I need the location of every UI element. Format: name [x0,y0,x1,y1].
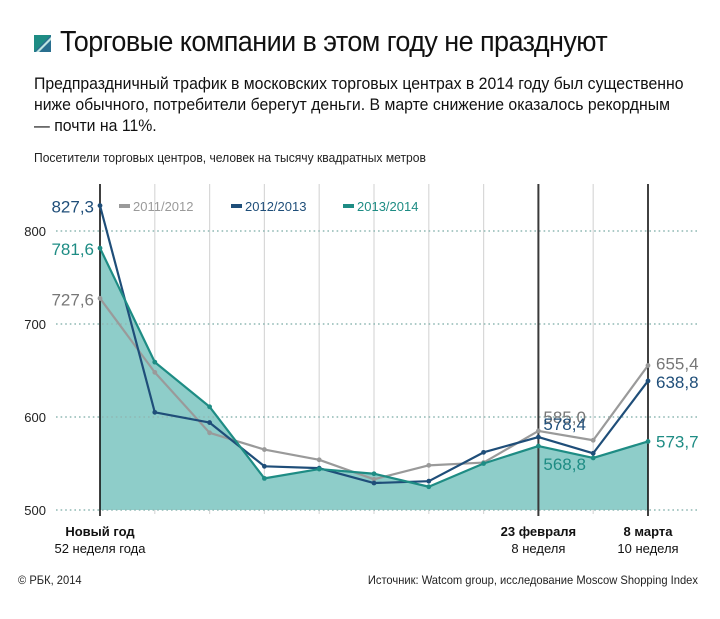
data-point [316,466,322,472]
data-point [645,363,651,368]
data-label: 827,3 [51,198,94,217]
data-label: 655,4 [656,354,699,373]
data-label: 568,8 [543,455,586,474]
data-point [97,245,103,251]
data-point [316,457,322,463]
data-point [426,462,432,468]
source-note: Источник: Watcom group, исследование Mos… [367,573,698,587]
x-annotation-title: 23 февраля [500,524,577,539]
data-label: 573,7 [656,432,699,451]
legend-label: 2011/2012 [133,199,194,214]
data-label: 781,6 [51,240,94,259]
data-point [645,439,651,444]
legend-swatch [119,204,130,208]
data-point [426,478,432,484]
data-point [536,434,541,440]
data-point [207,430,213,436]
y-tick-label: 500 [24,503,46,518]
data-point [371,480,377,486]
data-label: 727,6 [51,290,94,309]
legend-swatch [343,204,354,208]
x-annotation-title: 8 марта [623,524,673,539]
data-point [371,476,377,482]
data-label: 578,4 [543,415,586,434]
lede-text: Предпраздничный трафик в московских торг… [34,74,684,135]
rbc-square-icon [34,35,51,52]
data-point [262,463,267,469]
page-title: Торговые компании в этом году не праздну… [60,26,608,58]
legend-label: 2013/2014 [357,199,418,214]
data-point [207,404,213,410]
data-point [426,484,432,490]
y-tick-label: 600 [24,410,46,425]
data-point [152,369,158,375]
x-annotation-label: Новый год 52 неделя года [20,523,180,557]
data-point [590,437,596,443]
y-tick-label: 800 [24,224,46,239]
data-label: 638,8 [656,373,699,392]
data-point [97,203,103,209]
x-annotation-week: 10 неделя [617,541,679,556]
data-point [207,420,213,425]
data-label: 585,0 [543,408,586,427]
data-point [645,378,651,384]
data-point [536,443,541,449]
data-point [590,455,596,461]
data-point [262,447,267,452]
data-point [371,471,377,477]
x-annotation-label: 23 февраля 8 неделя [458,523,618,557]
copyright: © РБК, 2014 [18,573,82,587]
legend-label: 2012/2013 [245,199,306,214]
chart-subtitle: Посетители торговых центров, человек на … [34,150,426,165]
data-point [481,449,486,455]
x-annotation-week: 8 неделя [511,541,566,556]
x-annotation-label: 8 марта 10 неделя [568,523,720,557]
data-point [152,359,158,365]
data-point [536,428,541,434]
y-tick-label: 700 [24,317,46,332]
data-point [262,475,267,481]
data-point [590,450,596,456]
data-point [152,409,158,415]
legend-swatch [231,204,242,208]
data-point [481,461,486,466]
data-point [97,295,103,301]
x-annotation-week: 52 неделя года [54,541,146,556]
x-annotation-title: Новый год [65,524,135,539]
